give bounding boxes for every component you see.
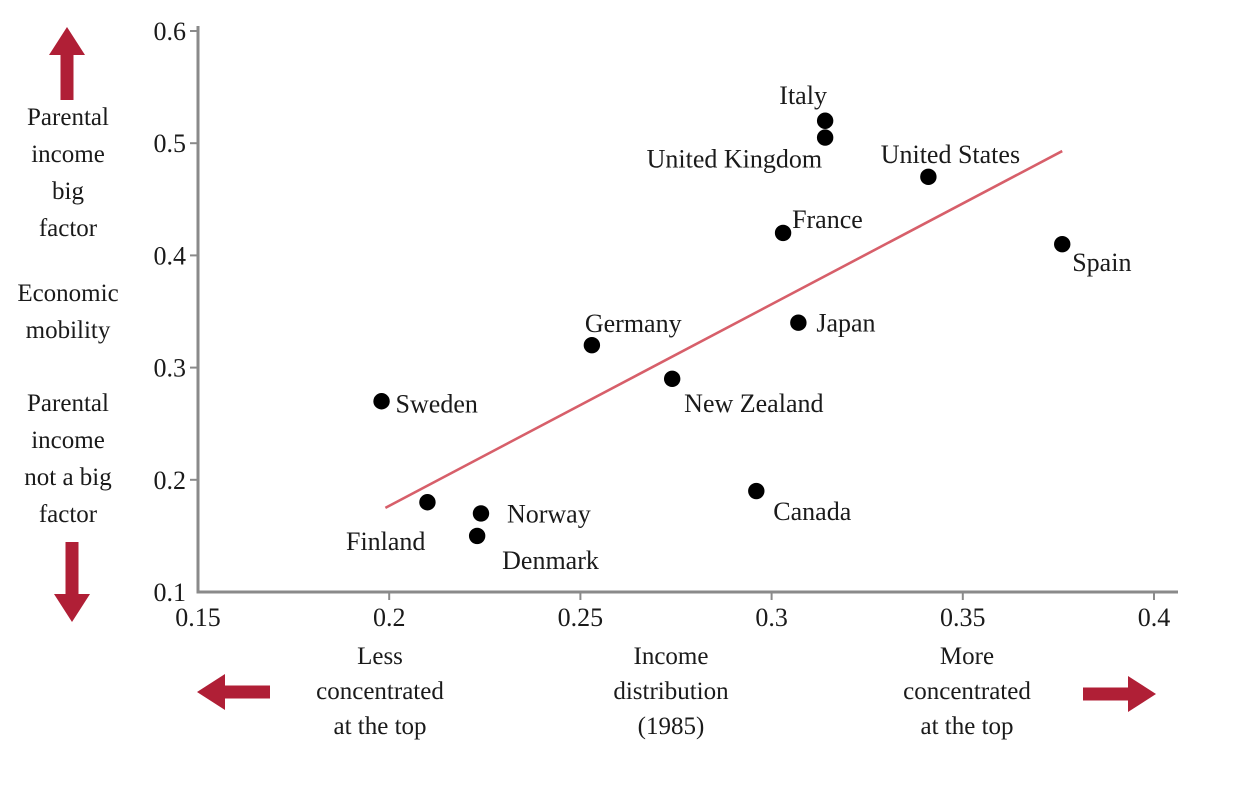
y-axis-annotation-bottom: Parental income not a big factor (24, 390, 112, 528)
data-point-spain (1054, 235, 1071, 253)
data-point-label-japan: Japan (816, 309, 875, 338)
y-tick-label-0.1: 0.1 (154, 578, 187, 607)
y-tick-label-0.6: 0.6 (154, 17, 187, 46)
x-tick-label-0.3: 0.3 (755, 603, 788, 632)
arrow-up-icon (49, 27, 85, 100)
data-point-label-canada: Canada (773, 497, 851, 526)
y-axis-title: Economic mobility (17, 280, 119, 344)
y-tick-label-0.5: 0.5 (154, 129, 187, 158)
data-point-label-italy: Italy (779, 81, 827, 110)
x-tick-label-0.15: 0.15 (175, 603, 221, 632)
data-point-label-sweden: Sweden (396, 389, 478, 418)
x-tick-label-0.4: 0.4 (1138, 603, 1171, 632)
data-point-canada (748, 482, 765, 500)
data-point-label-united-kingdom: United Kingdom (647, 145, 823, 174)
x-tick-label-0.35: 0.35 (940, 603, 986, 632)
data-point-france (774, 224, 792, 242)
arrow-left-icon (197, 674, 270, 710)
data-point-sweden (373, 393, 390, 410)
data-point-new-zealand (663, 370, 681, 388)
data-point-label-france: France (792, 205, 863, 234)
axes-lines (196, 26, 1178, 594)
data-point-united-kingdom (816, 129, 834, 146)
data-point-denmark (468, 527, 486, 545)
arrow-down-icon (54, 542, 90, 622)
data-point-label-spain: Spain (1072, 248, 1131, 277)
data-point-label-germany: Germany (585, 309, 682, 338)
data-point-label-denmark: Denmark (502, 546, 599, 575)
data-point-germany (583, 336, 601, 354)
x-tick-label-0.25: 0.25 (558, 603, 604, 632)
x-tick-label-0.2: 0.2 (373, 603, 406, 632)
data-point-label-norway: Norway (507, 499, 591, 528)
x-axis-title: Income distribution (1985) (613, 643, 729, 740)
data-point-japan (790, 314, 807, 331)
data-point-united-states (920, 168, 937, 186)
y-tick-label-0.4: 0.4 (154, 241, 187, 270)
trend-line (384, 149, 1063, 510)
data-point-italy (816, 112, 834, 129)
data-point-label-finland: Finland (346, 527, 425, 556)
y-tick-label-0.3: 0.3 (154, 354, 187, 383)
y-tick-label-0.2: 0.2 (154, 466, 187, 495)
data-point-norway (472, 505, 490, 522)
data-point-label-united-states: United States (881, 140, 1020, 169)
data-point-label-new-zealand: New Zealand (684, 389, 823, 418)
y-axis-annotation-top: Parental income big factor (27, 104, 109, 242)
arrow-right-icon (1083, 676, 1156, 712)
x-axis-annotation-right: More concentrated at the top (903, 643, 1031, 740)
data-point-finland (419, 494, 436, 511)
x-axis-annotation-left: Less concentrated at the top (316, 643, 444, 740)
